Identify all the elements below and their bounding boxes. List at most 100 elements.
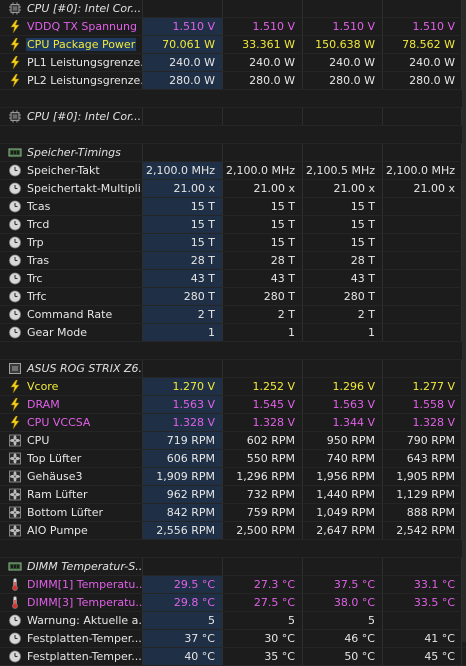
sensor-row[interactable]: VDDQ TX Spannung 1.510 V 1.510 V 1.510 V 1.5… [0, 18, 466, 36]
sensor-group-header[interactable]: Speicher-Timings [0, 144, 466, 162]
min-value-cell: 550 RPM [223, 450, 303, 467]
current-value-cell: 37 °C [143, 630, 223, 647]
avg-value-cell [383, 270, 462, 287]
min-value-cell: 1.328 V [223, 414, 303, 431]
sensor-row[interactable]: Gear Mode 1 1 1 [0, 324, 466, 342]
sensor-row[interactable]: Vcore 1.270 V 1.252 V 1.296 V 1.277 V [0, 378, 466, 396]
sensor-group-header[interactable]: CPU [#0]: Intel Cor... [0, 0, 466, 18]
avg-value-cell [383, 360, 462, 377]
current-value-cell [143, 360, 223, 377]
sensor-row[interactable]: Festplatten-Temper... 40 °C 35 °C 50 °C 45 °… [0, 648, 466, 666]
sensor-label-cell: Speicher-Timings [0, 144, 143, 161]
current-value-cell: 43 T [143, 270, 223, 287]
min-value-cell: 30 °C [223, 630, 303, 647]
sensor-group-header[interactable]: DIMM Temperatur-S... [0, 558, 466, 576]
sensor-row[interactable]: DRAM 1.563 V 1.545 V 1.563 V 1.558 V [0, 396, 466, 414]
sensor-row[interactable]: Bottom Lüfter 842 RPM 759 RPM 1,049 RPM 888 … [0, 504, 466, 522]
sensor-group-header[interactable]: ASUS ROG STRIX Z6... [0, 360, 466, 378]
sensor-row[interactable]: AIO Pumpe 2,556 RPM 2,500 RPM 2,647 RPM 2,54… [0, 522, 466, 540]
sensor-row[interactable]: CPU VCCSA 1.328 V 1.328 V 1.344 V 1.328 V [0, 414, 466, 432]
sensor-row[interactable]: Trp 15 T 15 T 15 T [0, 234, 466, 252]
sensor-row[interactable]: Speichertakt-Multipli... 21.00 x 21.00 x 21… [0, 180, 466, 198]
avg-value-cell [383, 144, 462, 161]
avg-value-cell: 643 RPM [383, 450, 462, 467]
sensor-label: Tras [27, 254, 50, 267]
current-value-cell: 1.510 V [143, 18, 223, 35]
sensor-label-cell: DIMM Temperatur-S... [0, 558, 143, 575]
min-value-cell: 1.545 V [223, 396, 303, 413]
memory-chip-icon [8, 146, 22, 159]
fan-icon [8, 524, 22, 537]
min-value-cell [223, 108, 303, 125]
current-value-cell: 21.00 x [143, 180, 223, 197]
min-value-cell: 5 [223, 612, 303, 629]
sensor-row[interactable]: Tcas 15 T 15 T 15 T [0, 198, 466, 216]
sensor-row[interactable]: Ram Lüfter 962 RPM 732 RPM 1,440 RPM 1,129 R… [0, 486, 466, 504]
max-value-cell: 1.344 V [303, 414, 383, 431]
fan-icon [8, 470, 22, 483]
vertical-scrollbar[interactable] [462, 0, 466, 642]
sensor-label-cell: DIMM[1] Temperatu... [0, 576, 143, 593]
avg-value-cell: 1,905 RPM [383, 468, 462, 485]
avg-value-cell [383, 252, 462, 269]
current-value-cell [143, 144, 223, 161]
sensor-row[interactable]: PL1 Leistungsgrenze... 240.0 W 240.0 W 240.… [0, 54, 466, 72]
clock-icon [8, 308, 22, 321]
max-value-cell: 280.0 W [303, 72, 383, 89]
sensor-row[interactable]: Tras 28 T 28 T 28 T [0, 252, 466, 270]
avg-value-cell [383, 216, 462, 233]
sensor-label: CPU [#0]: Intel Cor... [27, 2, 142, 15]
sensor-label-cell: DIMM[3] Temperatu... [0, 594, 143, 611]
avg-value-cell: 33.5 °C [383, 594, 462, 611]
min-value-cell: 21.00 x [223, 180, 303, 197]
avg-value-cell: 1.510 V [383, 18, 462, 35]
min-value-cell: 2,500 RPM [223, 522, 303, 539]
current-value-cell: 1.563 V [143, 396, 223, 413]
current-value-cell: 719 RPM [143, 432, 223, 449]
fan-icon [8, 452, 22, 465]
max-value-cell: 1,440 RPM [303, 486, 383, 503]
sensor-row[interactable]: Speicher-Takt 2,100.0 MHz 2,100.0 MHz 2,100… [0, 162, 466, 180]
sensor-label: Speichertakt-Multipli... [27, 182, 143, 195]
sensor-row[interactable]: Trfc 280 T 280 T 280 T [0, 288, 466, 306]
max-value-cell [303, 558, 383, 575]
max-value-cell: 150.638 W [303, 36, 383, 53]
voltage-bolt-icon [8, 37, 22, 52]
sensor-label-cell: Bottom Lüfter [0, 504, 143, 521]
max-value-cell: 2,647 RPM [303, 522, 383, 539]
avg-value-cell: 2,100.0 MHz [383, 162, 462, 179]
max-value-cell: 28 T [303, 252, 383, 269]
avg-value-cell: 33.1 °C [383, 576, 462, 593]
max-value-cell: 1,956 RPM [303, 468, 383, 485]
min-value-cell: 1.252 V [223, 378, 303, 395]
voltage-bolt-icon [8, 379, 22, 394]
sensor-label: Gear Mode [27, 326, 88, 339]
sensor-row[interactable]: Warnung: Aktuelle a... 5 5 5 [0, 612, 466, 630]
sensor-row[interactable]: CPU 719 RPM 602 RPM 950 RPM 790 RPM [0, 432, 466, 450]
sensor-label: CPU Package Power [26, 38, 137, 51]
sensor-label-cell: CPU [0, 432, 143, 449]
sensor-label-cell: ASUS ROG STRIX Z6... [0, 360, 143, 377]
sensor-row[interactable]: Festplatten-Temper... 37 °C 30 °C 46 °C 41 °… [0, 630, 466, 648]
min-value-cell [223, 144, 303, 161]
sensor-row[interactable]: PL2 Leistungsgrenze... 280.0 W 280.0 W 280.… [0, 72, 466, 90]
sensor-row[interactable]: Top Lüfter 606 RPM 550 RPM 740 RPM 643 RPM [0, 450, 466, 468]
avg-value-cell: 78.562 W [383, 36, 462, 53]
sensor-label-cell: Ram Lüfter [0, 486, 143, 503]
sensor-row[interactable]: DIMM[3] Temperatu... 29.8 °C 27.5 °C 38.0 °… [0, 594, 466, 612]
max-value-cell: 46 °C [303, 630, 383, 647]
sensor-label-cell: AIO Pumpe [0, 522, 143, 539]
current-value-cell: 29.5 °C [143, 576, 223, 593]
sensor-label-cell: Tcas [0, 198, 143, 215]
sensor-row[interactable]: CPU Package Power 70.061 W 33.361 W 150.638… [0, 36, 466, 54]
sensor-label-cell: Warnung: Aktuelle a... [0, 612, 143, 629]
sensor-label: CPU [27, 434, 50, 447]
sensor-row[interactable]: Gehäuse3 1,909 RPM 1,296 RPM 1,956 RPM 1,905… [0, 468, 466, 486]
min-value-cell [223, 558, 303, 575]
sensor-row[interactable]: Trcd 15 T 15 T 15 T [0, 216, 466, 234]
avg-value-cell [383, 0, 462, 17]
sensor-row[interactable]: Trc 43 T 43 T 43 T [0, 270, 466, 288]
sensor-group-header[interactable]: CPU [#0]: Intel Cor... [0, 108, 466, 126]
sensor-row[interactable]: DIMM[1] Temperatu... 29.5 °C 27.3 °C 37.5 °… [0, 576, 466, 594]
